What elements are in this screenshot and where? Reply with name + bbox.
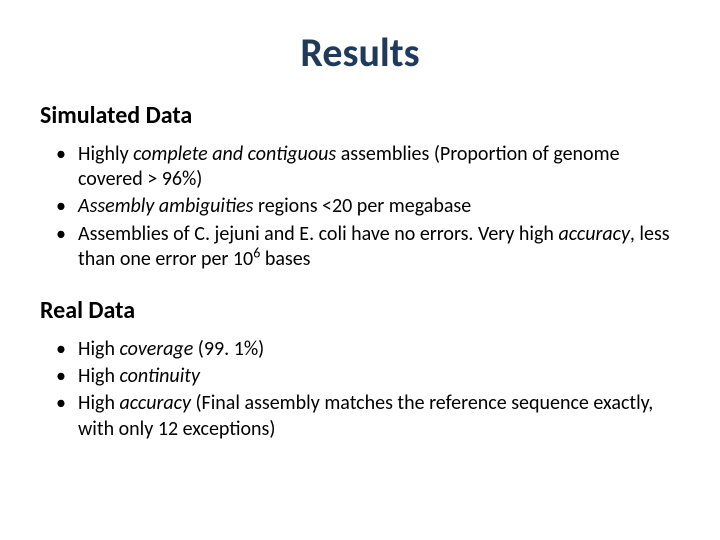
- bullet-text-em: continuity: [120, 364, 200, 388]
- bullet-text-em: accuracy: [558, 222, 629, 246]
- bullet-text-pre: Highly: [78, 142, 133, 166]
- list-item: Assembly ambiguities regions <20 per meg…: [62, 194, 680, 219]
- list-item: High continuity: [62, 364, 680, 389]
- bullet-text-pre: High: [78, 364, 120, 388]
- list-item: High accuracy (Final assembly matches th…: [62, 391, 680, 441]
- bullet-list-real: High coverage (99. 1%) High continuity H…: [62, 337, 680, 442]
- bullet-text-post2: bases: [260, 247, 310, 271]
- bullet-text-post: regions <20 per megabase: [253, 194, 471, 218]
- bullet-text-post: (99. 1%): [193, 337, 264, 361]
- list-item: Assemblies of C. jejuni and E. coli have…: [62, 222, 680, 272]
- list-item: Highly complete and contiguous assemblie…: [62, 142, 680, 192]
- bullet-text-pre: High: [78, 337, 120, 361]
- bullet-text-em: accuracy: [120, 391, 191, 415]
- slide-title: Results: [40, 28, 680, 77]
- bullet-text-em: Assembly ambiguities: [78, 194, 253, 218]
- bullet-text-pre: High: [78, 391, 120, 415]
- bullet-list-simulated: Highly complete and contiguous assemblie…: [62, 142, 680, 272]
- section-heading-real: Real Data: [40, 296, 680, 325]
- bullet-text-pre: Assemblies of C. jejuni and E. coli have…: [78, 222, 558, 246]
- section-heading-simulated: Simulated Data: [40, 101, 680, 130]
- bullet-text-em: complete and contiguous: [133, 142, 336, 166]
- bullet-text-em: coverage: [120, 337, 194, 361]
- list-item: High coverage (99. 1%): [62, 337, 680, 362]
